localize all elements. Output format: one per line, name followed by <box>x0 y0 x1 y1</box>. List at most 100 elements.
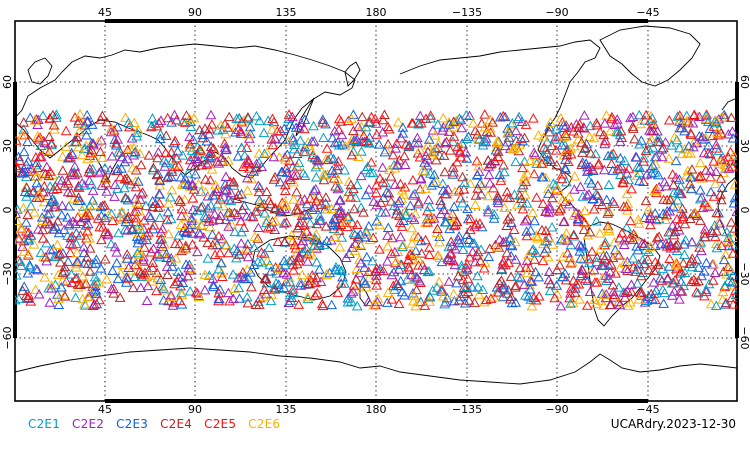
occultation-marker <box>544 121 555 132</box>
occultation-marker <box>577 265 588 275</box>
occultation-marker <box>278 255 290 266</box>
occultation-marker <box>111 247 123 257</box>
occultation-marker <box>148 243 159 253</box>
occultation-marker <box>524 284 536 294</box>
occultation-marker <box>212 124 224 135</box>
occultation-marker <box>556 140 568 150</box>
occultation-marker <box>259 148 270 158</box>
occultation-marker <box>385 248 397 258</box>
occultation-marker <box>640 145 652 156</box>
occultation-marker <box>213 287 225 298</box>
occultation-marker <box>685 148 697 158</box>
occultation-marker <box>187 180 198 191</box>
occultation-marker <box>209 249 221 259</box>
occultation-marker <box>299 141 311 152</box>
occultation-marker <box>79 143 91 153</box>
occultation-marker <box>597 272 608 283</box>
occultation-marker <box>222 155 234 165</box>
occultation-marker <box>431 282 443 292</box>
occultation-marker <box>333 113 345 124</box>
occultation-marker <box>475 244 487 254</box>
occultation-marker <box>679 267 691 277</box>
occultation-marker <box>147 113 158 123</box>
occultation-marker <box>73 192 84 202</box>
occultation-marker <box>591 256 602 267</box>
lon-tick-top: −90 <box>545 6 568 19</box>
occultation-marker <box>247 211 259 222</box>
occultation-marker <box>374 219 385 230</box>
occultation-marker <box>263 195 275 205</box>
occultation-marker <box>261 277 273 288</box>
occultation-marker <box>351 136 362 147</box>
occultation-marker <box>259 248 270 259</box>
occultation-marker <box>354 239 366 249</box>
occultation-marker <box>574 240 586 250</box>
occultation-marker <box>256 257 268 267</box>
occultation-marker <box>158 284 170 295</box>
occultation-marker <box>167 300 179 310</box>
occultation-marker <box>715 173 727 183</box>
occultation-marker <box>473 134 485 144</box>
occultation-marker <box>143 210 155 220</box>
occultation-marker <box>24 112 36 122</box>
occultation-marker <box>235 237 247 248</box>
occultation-marker <box>712 129 724 140</box>
occultation-marker <box>186 160 197 170</box>
occultation-marker <box>591 117 602 128</box>
occultation-marker <box>449 259 461 270</box>
occultation-marker <box>409 188 421 198</box>
occultation-marker <box>683 140 695 151</box>
occultation-marker <box>528 147 540 157</box>
occultation-marker <box>652 125 663 136</box>
occultation-marker <box>496 264 507 274</box>
occultation-marker <box>292 222 304 233</box>
occultation-marker <box>203 270 215 280</box>
occultation-marker <box>704 148 716 159</box>
occultation-marker <box>160 130 172 140</box>
occultation-marker <box>411 284 422 295</box>
occultation-marker <box>679 125 690 136</box>
occultation-marker <box>400 209 412 219</box>
occultation-marker <box>279 179 291 190</box>
occultation-marker <box>191 153 203 164</box>
occultation-marker <box>209 208 221 219</box>
occultation-marker <box>61 276 72 286</box>
occultation-marker <box>396 184 408 195</box>
occultation-marker <box>199 269 211 280</box>
occultation-marker <box>269 284 281 294</box>
occultation-marker <box>343 211 355 221</box>
occultation-marker <box>352 151 364 161</box>
occultation-marker <box>37 215 48 225</box>
occultation-marker <box>498 283 510 293</box>
occultation-marker <box>81 252 93 262</box>
occultation-marker <box>351 300 363 311</box>
occultation-marker <box>642 254 654 264</box>
occultation-marker <box>132 260 144 271</box>
occultation-marker <box>633 294 645 304</box>
occultation-marker <box>439 137 451 148</box>
occultation-marker <box>102 228 114 238</box>
occultation-marker <box>203 128 215 139</box>
occultation-marker <box>77 270 88 281</box>
occultation-marker <box>355 202 367 212</box>
occultation-marker <box>420 150 432 160</box>
occultation-marker <box>584 120 596 131</box>
occultation-marker <box>115 171 126 182</box>
occultation-marker <box>505 250 517 261</box>
occultation-marker <box>94 294 105 305</box>
occultation-marker <box>76 149 88 160</box>
occultation-marker <box>265 221 277 232</box>
occultation-marker <box>39 168 51 179</box>
occultation-marker <box>603 179 615 189</box>
occultation-marker <box>31 157 43 168</box>
occultation-marker <box>458 288 470 298</box>
occultation-marker <box>625 112 636 123</box>
occultation-marker <box>308 135 320 146</box>
occultation-marker <box>650 158 661 169</box>
occultation-marker <box>672 195 683 205</box>
occultation-marker <box>248 242 260 252</box>
occultation-marker <box>467 246 479 257</box>
occultation-marker <box>287 287 299 298</box>
occultation-marker <box>34 192 45 202</box>
occultation-marker <box>659 176 670 187</box>
